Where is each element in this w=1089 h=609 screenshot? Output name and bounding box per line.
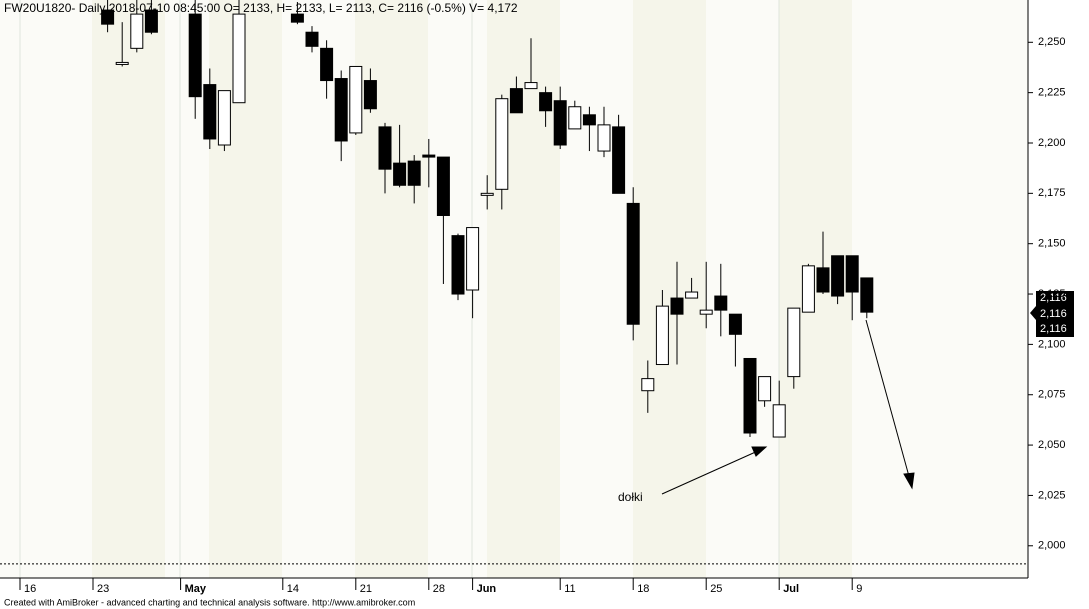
candle-body [626, 202, 640, 325]
candle-body [787, 307, 801, 378]
candle-body [801, 265, 815, 313]
candle-body [612, 126, 626, 194]
y-tick-label: 2,175 [1038, 187, 1066, 199]
arrow [661, 449, 761, 495]
x-tick-label: 25 [710, 583, 722, 595]
candle-body [655, 305, 669, 366]
x-tick-label: 11 [564, 583, 575, 595]
candle-body [436, 156, 450, 216]
x-tick-label: 23 [97, 583, 109, 595]
candle-body [334, 78, 348, 142]
candle-body [597, 124, 611, 152]
y-tick-label: 2,200 [1038, 137, 1066, 149]
week-band [633, 0, 706, 578]
last-value-label: 2,116 [1040, 308, 1067, 320]
candle-body [641, 378, 655, 392]
candle-body [144, 9, 158, 33]
candle-body [407, 160, 421, 186]
y-tick-label: 2,125 [1038, 288, 1066, 300]
y-tick-label: 2,150 [1038, 238, 1066, 250]
candle-body [217, 90, 231, 146]
chart-title: FW20U1820- Daily 2018-07-10 08:45:00 O= … [4, 1, 518, 15]
week-band [92, 0, 165, 578]
candle-body [203, 84, 217, 140]
candle-body [101, 9, 115, 25]
candle-body [831, 255, 845, 297]
x-tick-label: 18 [637, 583, 649, 595]
candle-body [495, 98, 509, 190]
candle-body [524, 82, 538, 90]
arrow-head [751, 446, 768, 457]
candle-body [320, 47, 334, 82]
y-tick-label: 2,225 [1038, 87, 1066, 99]
candle-body [568, 106, 582, 130]
candle-body [363, 80, 377, 110]
x-tick-label: Jul [783, 583, 799, 595]
x-tick-label: 28 [433, 583, 445, 595]
candle-body [480, 192, 494, 196]
candle-body [845, 255, 859, 293]
x-tick-label: Jun [477, 583, 497, 595]
candle-body [582, 114, 596, 126]
candle-body [509, 88, 523, 114]
y-tick-label: 2,100 [1038, 338, 1066, 350]
week-band [487, 0, 560, 578]
footer: Created with AmiBroker - advanced charti… [4, 597, 415, 607]
y-tick-label: 2,050 [1038, 439, 1066, 451]
last-value-label: 2,116 [1040, 323, 1067, 335]
x-tick-label: 9 [856, 583, 862, 595]
candle-body [232, 13, 246, 104]
last-pointer [1030, 306, 1036, 320]
candle-body [539, 92, 553, 112]
candle-body [816, 267, 830, 293]
candle-body [714, 295, 728, 311]
candle-body [305, 31, 319, 47]
candle-body [685, 291, 699, 299]
candle-body [466, 227, 480, 291]
arrow-head [903, 472, 915, 490]
candle-body [130, 13, 144, 49]
y-tick-label: 2,075 [1038, 389, 1066, 401]
x-tick-label: May [185, 583, 207, 595]
candle-body [860, 277, 874, 313]
annotation: dołki [618, 490, 643, 504]
candle-body [743, 357, 757, 434]
candle-body [349, 65, 363, 134]
y-tick-label: 2,250 [1038, 36, 1066, 48]
candle-body [553, 100, 567, 146]
candle-body [451, 235, 465, 295]
candle-body [670, 297, 684, 315]
last-value-box [1036, 291, 1074, 337]
last-value-label: 2,116 [1040, 292, 1067, 304]
candle-body [378, 126, 392, 170]
x-tick-label: 16 [24, 583, 36, 595]
y-tick-label: 2,000 [1038, 540, 1066, 552]
y-tick-label: 2,025 [1038, 489, 1066, 501]
x-tick-label: 14 [287, 583, 299, 595]
x-tick-label: 21 [360, 583, 372, 595]
week-bands [92, 0, 852, 578]
arrows [661, 319, 915, 495]
candle-body [699, 309, 713, 315]
candle-body [772, 404, 786, 438]
candle-body [758, 376, 772, 402]
candle-body [728, 313, 742, 335]
candle-body [290, 13, 304, 23]
arrow [865, 319, 911, 481]
candle-body [393, 162, 407, 186]
candle-body [422, 154, 436, 158]
candle-body [115, 61, 129, 65]
candle-body [188, 13, 202, 98]
